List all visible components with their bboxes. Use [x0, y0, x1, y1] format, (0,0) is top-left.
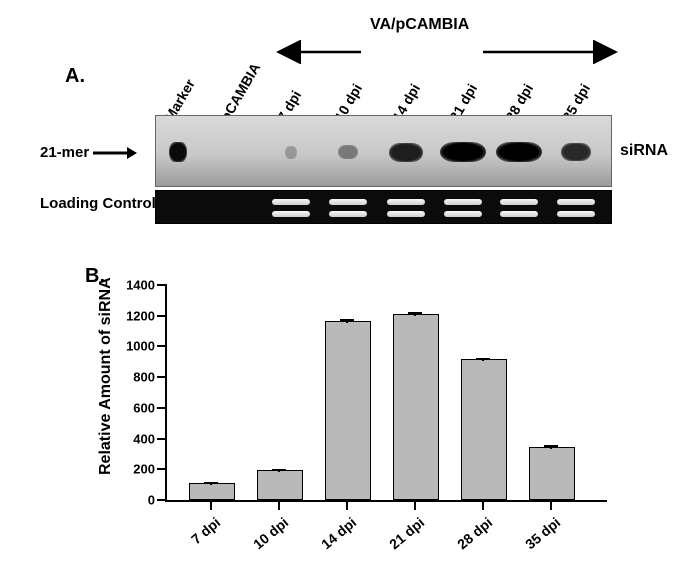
panel-b: B. Relative Amount of siRNA 020040060080…	[85, 275, 645, 575]
loading-control-label: Loading Control	[40, 195, 156, 212]
x-tick-label: 35 dpi	[513, 514, 563, 560]
y-axis-label: Relative Amount of siRNA	[97, 277, 115, 475]
blot-band	[496, 142, 542, 162]
gel-band	[272, 211, 310, 217]
gel-band	[500, 211, 538, 217]
x-tick-label: 28 dpi	[445, 514, 495, 560]
bar-chart: 0200400600800100012001400	[165, 285, 607, 502]
blot-band	[561, 143, 591, 161]
y-tick-label: 800	[115, 370, 155, 385]
blot-band	[338, 145, 358, 159]
x-tick	[414, 500, 416, 510]
loading-control-gel	[155, 190, 612, 224]
chart-bar	[325, 321, 371, 500]
blot-band	[440, 142, 486, 162]
arrow-icon	[93, 146, 137, 160]
gel-band	[329, 211, 367, 217]
figure-root: A. VA/pCAMBIA MarkerpCAMBIA7 dpi10 dpi14…	[0, 0, 685, 585]
x-tick-label: 14 dpi	[309, 514, 359, 560]
y-tick	[157, 438, 167, 440]
sirna-label: siRNA	[620, 142, 668, 160]
gel-band	[329, 199, 367, 205]
x-tick	[550, 500, 552, 510]
y-tick	[157, 499, 167, 501]
panel-a: A. VA/pCAMBIA MarkerpCAMBIA7 dpi10 dpi14…	[40, 10, 660, 240]
y-tick-label: 1200	[115, 308, 155, 323]
y-tick	[157, 407, 167, 409]
gel-band	[387, 211, 425, 217]
y-tick	[157, 376, 167, 378]
chart-bar	[461, 359, 507, 500]
y-tick-label: 1400	[115, 278, 155, 293]
y-tick	[157, 315, 167, 317]
y-tick-label: 0	[115, 493, 155, 508]
y-tick	[157, 284, 167, 286]
error-cap	[408, 312, 422, 314]
x-tick-label: 10 dpi	[241, 514, 291, 560]
chart-bar	[257, 470, 303, 500]
panel-a-label: A.	[65, 65, 85, 88]
x-tick	[346, 500, 348, 510]
gel-band	[387, 199, 425, 205]
x-tick	[278, 500, 280, 510]
x-tick	[482, 500, 484, 510]
x-tick-label: 7 dpi	[173, 514, 223, 560]
y-tick-label: 400	[115, 431, 155, 446]
gel-band	[272, 199, 310, 205]
error-cap	[544, 445, 558, 447]
y-tick-label: 1000	[115, 339, 155, 354]
blot-band	[285, 146, 297, 159]
error-cap	[204, 482, 218, 484]
chart-bar	[393, 314, 439, 500]
gel-band	[500, 199, 538, 205]
gel-band	[444, 199, 482, 205]
x-tick	[210, 500, 212, 510]
gel-band	[557, 211, 595, 217]
gel-band	[444, 211, 482, 217]
x-tick-label: 21 dpi	[377, 514, 427, 560]
blot-band	[169, 142, 187, 162]
marker-21mer-text: 21-mer	[40, 144, 89, 161]
error-cap	[476, 358, 490, 360]
northern-blot	[155, 115, 612, 187]
error-cap	[272, 469, 286, 471]
blot-band	[389, 143, 423, 162]
group-arrow	[273, 40, 623, 64]
gel-band	[557, 199, 595, 205]
marker-21mer: 21-mer	[40, 144, 137, 161]
y-tick-label: 600	[115, 400, 155, 415]
error-cap	[340, 319, 354, 321]
chart-bar	[189, 483, 235, 500]
y-tick-label: 200	[115, 462, 155, 477]
y-tick	[157, 345, 167, 347]
chart-bar	[529, 447, 575, 500]
group-header: VA/pCAMBIA	[370, 16, 469, 34]
y-tick	[157, 468, 167, 470]
